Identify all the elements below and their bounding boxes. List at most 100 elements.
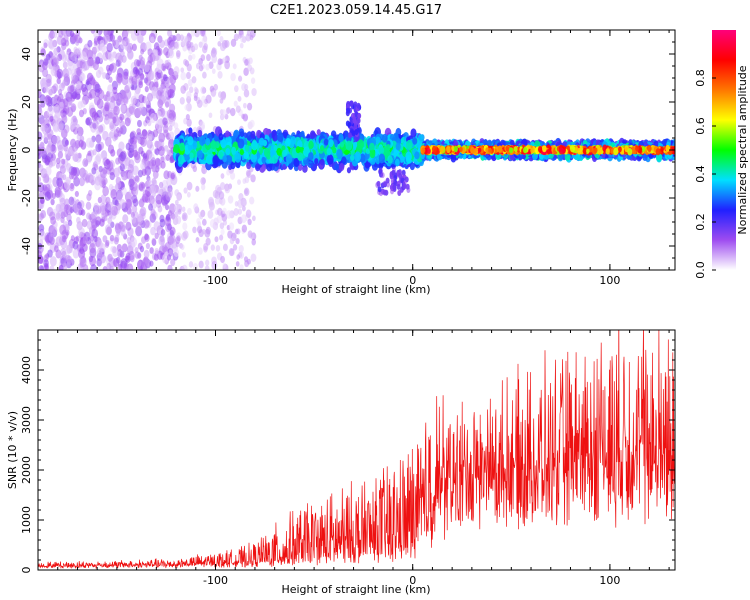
spectrogram-cell	[62, 61, 68, 69]
spectrogram-cell	[211, 90, 216, 98]
spectrogram-cell	[107, 253, 113, 262]
spectrogram-cell	[141, 129, 148, 140]
spectrogram-cell	[59, 101, 64, 108]
spectrogram-cell	[136, 59, 141, 67]
spectrogram-cell	[210, 244, 215, 251]
spectrogram-cell	[92, 149, 97, 156]
spectrogram-cell	[122, 214, 129, 224]
spectrogram-cell	[165, 214, 171, 221]
spectrogram-cell	[234, 152, 242, 163]
spectrogram-cell	[202, 218, 207, 226]
spectrogram-cell	[116, 192, 123, 202]
spectrogram-cell	[38, 176, 41, 183]
spectrogram-cell	[193, 43, 199, 51]
spectrogram-cell	[140, 48, 145, 55]
spectrogram-cell	[69, 84, 75, 93]
spectrogram-cell	[82, 158, 89, 168]
spectrogram-cell	[161, 244, 168, 253]
spectrogram-cell	[79, 241, 84, 248]
spectrogram-cell	[113, 105, 120, 116]
spectrogram-cell	[56, 77, 61, 85]
spectrogram-cell	[147, 70, 155, 81]
spectrogram-cell	[186, 91, 192, 99]
spectrogram-cell	[52, 83, 59, 92]
spectrogram-cell	[378, 146, 385, 155]
spectrogram-cell	[186, 71, 191, 80]
spectrogram-cell	[48, 233, 55, 243]
spectrogram-cell	[74, 190, 79, 198]
spectrogram-cell	[235, 261, 240, 267]
spectrogram-cell	[166, 149, 172, 156]
spectrogram-cell	[381, 133, 388, 143]
spectrogram-cell	[163, 170, 170, 180]
spectrogram-cell	[71, 151, 79, 162]
spectrogram-cell	[121, 187, 127, 196]
spectrogram-cell	[207, 210, 214, 219]
spectrogram-cell	[242, 113, 249, 122]
spectrogram-cell	[176, 194, 182, 202]
spectrogram-cell	[50, 157, 57, 167]
spectrogram-cell	[74, 204, 82, 216]
spectrogram-cell	[108, 100, 116, 110]
spectrogram-cell	[124, 117, 131, 127]
spectrogram-cell	[146, 177, 152, 185]
spectrogram-cell	[233, 33, 239, 41]
spectrogram-cell	[238, 75, 243, 82]
spectrogram-cell	[107, 84, 114, 94]
spectrogram-cell	[180, 244, 185, 250]
spectrogram-cell	[72, 240, 79, 250]
spectrogram-cell	[166, 177, 173, 187]
spectrogram-cell	[42, 68, 49, 78]
spectrogram-cell	[243, 152, 249, 160]
spectrogram-cell	[170, 172, 175, 180]
spectrogram-cell	[417, 133, 423, 142]
spectrogram-cell	[189, 152, 194, 159]
spectrogram-cell	[116, 181, 122, 189]
spectrogram-cell	[222, 155, 227, 163]
spectrogram-cell	[110, 189, 118, 200]
spectrogram-cell	[180, 85, 187, 94]
spectrogram-cell	[52, 122, 60, 133]
spectrogram-cell	[237, 208, 243, 215]
spectrogram-cell	[105, 239, 110, 247]
spectrogram-cell	[198, 57, 203, 66]
spectrogram-cell	[208, 112, 213, 119]
spectrogram-cell	[216, 30, 221, 37]
spectrogram-cell	[45, 166, 52, 176]
spectrogram-cell	[150, 208, 156, 217]
spectrogram-cell	[345, 140, 353, 151]
spectrogram-cell	[197, 129, 203, 138]
spectrogram-cell	[402, 183, 407, 190]
spectrogram-cell	[131, 194, 138, 204]
spectrogram-cell	[165, 154, 170, 162]
spectrogram-cell	[68, 98, 73, 106]
spectrogram-cell	[251, 238, 257, 246]
spectrogram-cell	[119, 120, 125, 129]
spectrogram-cell	[82, 87, 89, 97]
spectrogram-cell	[112, 248, 119, 257]
spectrogram-cell	[38, 200, 41, 208]
spectrogram-cell	[122, 172, 128, 180]
spectrogram-cell	[91, 167, 97, 175]
spectrogram-cell	[55, 212, 61, 221]
spectrogram-cell	[85, 201, 92, 210]
spectrogram-cell	[79, 256, 87, 268]
spectrogram-cell	[175, 33, 181, 42]
spectrogram-cell	[38, 191, 45, 200]
spectrogram-cell	[61, 82, 66, 89]
spectrogram-cell	[160, 229, 166, 236]
spectrogram-cell	[102, 186, 109, 197]
spectrogram-cell	[46, 106, 54, 117]
spectrogram-cell	[138, 94, 145, 104]
spectrogram-cell	[195, 185, 200, 192]
spectrogram-cell	[234, 201, 239, 207]
spectrogram-cell	[42, 173, 50, 184]
spectrogram-cell	[245, 33, 251, 42]
spectrogram-cell	[308, 140, 314, 150]
spectrogram-cell	[235, 237, 240, 245]
spectrogram-cell	[99, 113, 104, 121]
spectrogram-cell	[187, 136, 194, 146]
spectrogram-cell	[186, 118, 192, 127]
spectrogram-cell	[336, 148, 343, 159]
